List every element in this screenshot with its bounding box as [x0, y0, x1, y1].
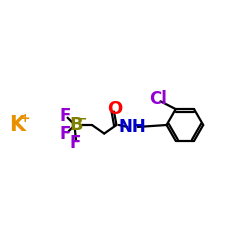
Text: F: F [69, 134, 80, 152]
Text: F: F [60, 108, 71, 126]
Text: Cl: Cl [149, 90, 167, 108]
Text: K: K [10, 115, 26, 135]
Text: B: B [69, 116, 83, 134]
Text: −: − [77, 112, 88, 126]
Text: NH: NH [118, 118, 146, 136]
Text: F: F [60, 124, 71, 142]
Text: +: + [20, 112, 30, 126]
Text: O: O [108, 100, 123, 118]
